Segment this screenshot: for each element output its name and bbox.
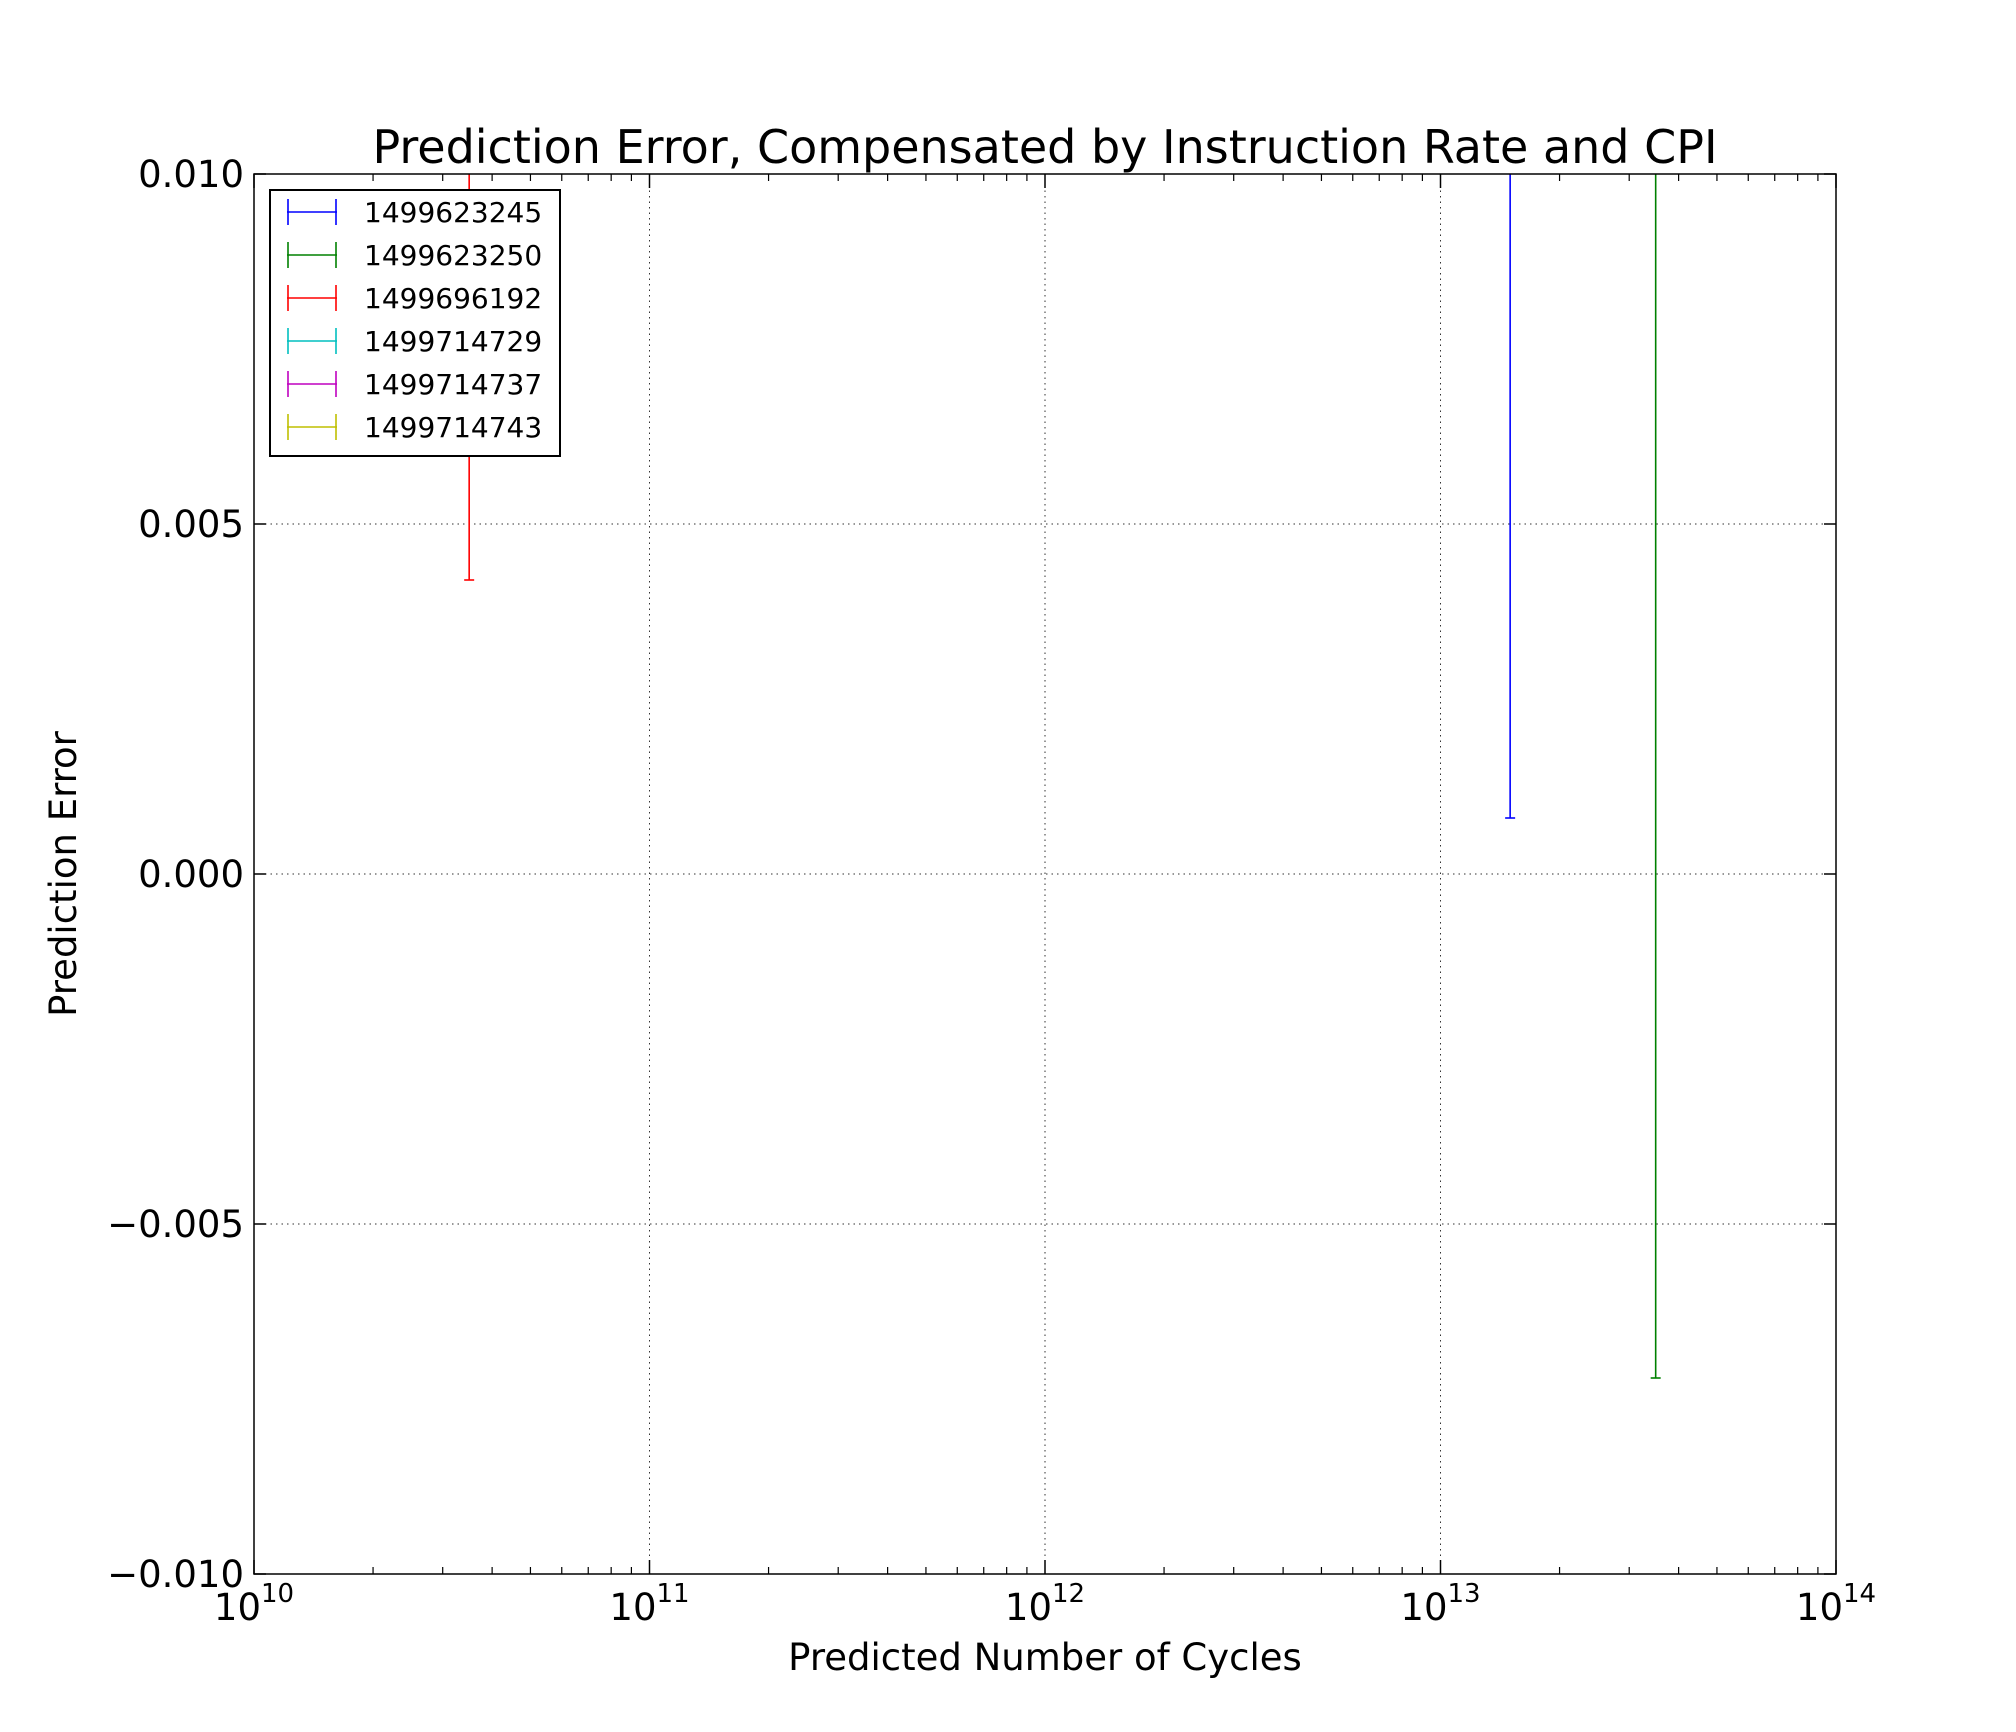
legend: 1499623245 1499623250 1499696192 1499714729… <box>269 189 561 457</box>
x-tick-labels: 1010 1011 1012 1013 1014 <box>214 1579 1876 1629</box>
legend-items: 1499623245 1499623250 1499696192 1499714729… <box>287 196 542 444</box>
x-tick-label-exponent: 11 <box>657 1579 690 1609</box>
y-tick-label: 0.010 <box>138 153 244 196</box>
legend-label: 1499714737 <box>364 368 542 401</box>
x-tick-label: 1012 <box>1005 1579 1085 1629</box>
y-tick-label: −0.005 <box>107 1203 244 1246</box>
x-tick-label-exponent: 10 <box>261 1579 294 1609</box>
y-tick-label: 0.005 <box>138 503 244 546</box>
x-tick-label-base: 10 <box>1796 1586 1843 1629</box>
x-tick-label-exponent: 13 <box>1448 1579 1481 1609</box>
x-tick-label-base: 10 <box>609 1586 656 1629</box>
legend-label: 1499623250 <box>364 239 542 272</box>
x-tick-label-base: 10 <box>214 1586 261 1629</box>
x-tick-label-exponent: 14 <box>1843 1579 1876 1609</box>
chart-title: Prediction Error, Compensated by Instruc… <box>372 120 1717 174</box>
legend-label: 1499714729 <box>364 325 542 358</box>
x-tick-label: 1014 <box>1796 1579 1876 1629</box>
x-axis-label: Predicted Number of Cycles <box>788 1636 1302 1679</box>
x-tick-label: 1011 <box>609 1579 689 1629</box>
y-tick-labels: 0.010 0.005 0.000 −0.005 −0.010 <box>107 153 244 1596</box>
legend-label: 1499623245 <box>364 196 542 229</box>
y-tick-label: −0.010 <box>107 1553 244 1596</box>
x-tick-label: 1013 <box>1400 1579 1480 1629</box>
legend-label: 1499714743 <box>364 411 542 444</box>
x-tick-label-base: 10 <box>1400 1586 1447 1629</box>
legend-box <box>269 189 561 457</box>
plot-frame <box>253 173 1837 1575</box>
x-tick-label-base: 10 <box>1005 1586 1052 1629</box>
y-tick-label: 0.000 <box>138 853 244 896</box>
x-tick-label-exponent: 12 <box>1052 1579 1085 1609</box>
minor-ticks <box>372 174 1819 1574</box>
legend-label: 1499696192 <box>364 282 542 315</box>
x-tick-label: 1010 <box>214 1579 294 1629</box>
y-axis-label: Prediction Error <box>42 730 85 1017</box>
